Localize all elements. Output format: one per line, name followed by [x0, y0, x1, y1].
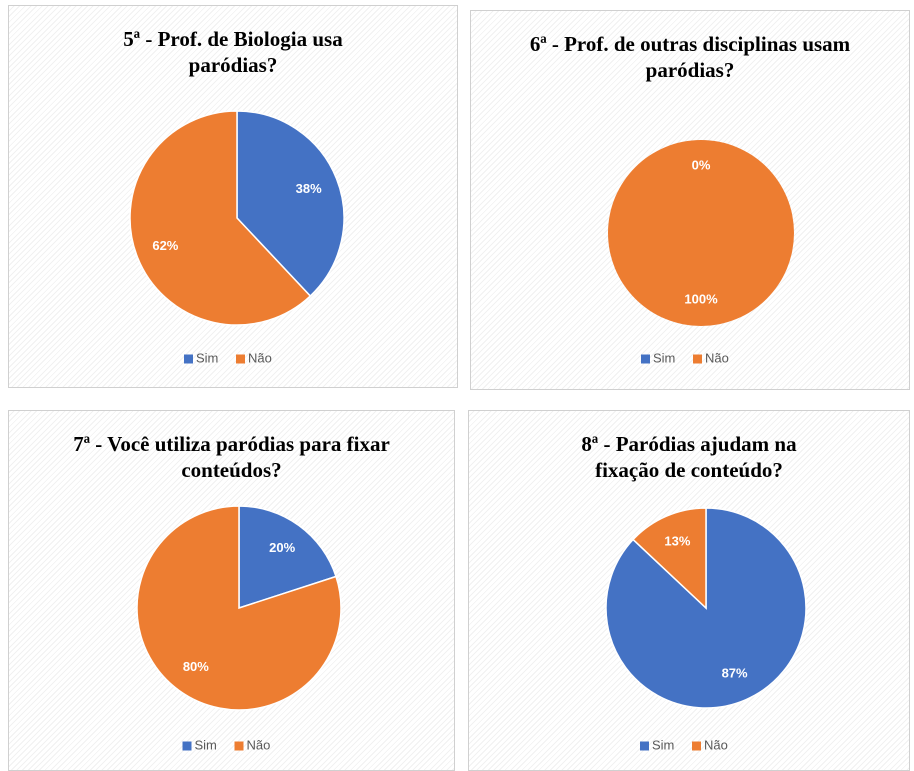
legend-label: Sim	[195, 737, 217, 752]
chart-title: 7ª - Você utiliza paródias para fixar co…	[73, 432, 390, 482]
legend-swatch	[182, 741, 192, 751]
legend-label: Sim	[653, 350, 675, 365]
data-label: 80%	[183, 659, 209, 674]
chart: 20% 80% Sim Não	[136, 505, 342, 752]
legend-label: Sim	[196, 350, 218, 365]
legend-swatch	[640, 741, 649, 751]
legend-swatch	[236, 354, 245, 364]
legend-swatch	[692, 741, 701, 751]
data-label: 62%	[152, 238, 178, 253]
legend-label: Não	[705, 350, 729, 365]
pie-slice	[236, 110, 345, 298]
legend-label: Não	[704, 737, 728, 752]
data-label: 0%	[692, 157, 711, 172]
pie-slice	[238, 505, 337, 610]
pie-slice	[129, 110, 312, 326]
pie-slice	[608, 140, 794, 326]
data-label: 100%	[684, 291, 718, 306]
legend-label: Não	[247, 737, 271, 752]
legend-swatch	[234, 741, 244, 751]
chart: 87% 13% Sim Não	[605, 507, 807, 752]
chart: 0% 100% Sim Não	[608, 140, 794, 365]
data-label: 13%	[664, 533, 690, 548]
chart-panel: 5ª - Prof. de Biologia usa paródias? 38% 6…	[8, 5, 458, 388]
chart-title: 5ª - Prof. de Biologia usa paródias?	[123, 27, 343, 77]
data-label: 87%	[722, 666, 748, 681]
chart-title: 6ª - Prof. de outras disciplinas usam pa…	[529, 32, 851, 82]
legend-swatch	[693, 354, 702, 364]
chart: 38% 62% Sim Não	[129, 110, 345, 365]
chart-panel: 8ª - Paródias ajudam na fixação de conte…	[468, 410, 910, 771]
data-label: 38%	[296, 181, 322, 196]
legend-swatch	[184, 354, 193, 364]
legend-label: Sim	[652, 737, 674, 752]
data-label: 20%	[269, 540, 295, 555]
chart-panel: 6ª - Prof. de outras disciplinas usam pa…	[470, 10, 910, 390]
pie-slice	[136, 505, 342, 711]
legend-label: Não	[248, 350, 272, 365]
pie-slice	[632, 507, 707, 610]
chart-title: 8ª - Paródias ajudam na fixação de conte…	[581, 432, 797, 482]
chart-panel: 7ª - Você utiliza paródias para fixar co…	[8, 410, 455, 771]
legend-swatch	[641, 354, 650, 364]
